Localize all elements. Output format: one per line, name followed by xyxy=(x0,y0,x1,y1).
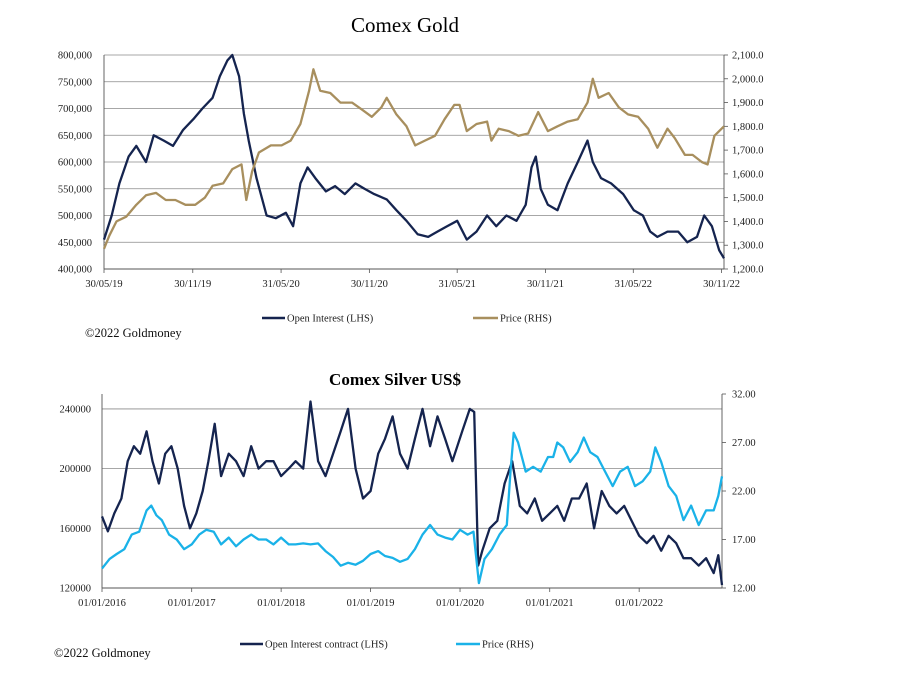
x-tick-label: 01/01/2019 xyxy=(347,598,395,609)
y-right-tick-label: 12.00 xyxy=(732,584,756,595)
x-tick-label: 30/05/19 xyxy=(85,279,122,290)
legend-label: Open Interest contract (LHS) xyxy=(265,640,388,651)
y-right-tick-label: 1,200.0 xyxy=(732,265,764,276)
y-right-tick-label: 32.00 xyxy=(732,390,756,401)
x-tick-label: 31/05/20 xyxy=(262,279,299,290)
series-line-open-interest xyxy=(100,400,724,586)
y-right-tick-label: 1,900.0 xyxy=(732,98,764,109)
x-tick-label: 30/11/20 xyxy=(351,279,388,290)
x-tick-label: 30/11/21 xyxy=(527,279,564,290)
x-tick-label: 01/01/2020 xyxy=(436,598,484,609)
y-left-tick-label: 750,000 xyxy=(58,77,92,88)
x-tick-label: 30/11/19 xyxy=(174,279,211,290)
y-right-tick-label: 2,100.0 xyxy=(732,51,764,62)
y-left-tick-label: 240000 xyxy=(60,404,92,415)
y-left-tick-label: 500,000 xyxy=(58,211,92,222)
x-tick-label: 01/01/2018 xyxy=(257,598,305,609)
y-right-tick-label: 1,400.0 xyxy=(732,217,764,228)
y-left-tick-label: 600,000 xyxy=(58,158,92,169)
copyright-bottom: ©2022 Goldmoney xyxy=(54,646,151,660)
y-right-tick-label: 27.00 xyxy=(732,438,756,449)
x-tick-label: 01/01/2017 xyxy=(168,598,216,609)
x-tick-label: 01/01/2021 xyxy=(526,598,574,609)
legend-label: Price (RHS) xyxy=(482,640,534,651)
x-tick-label: 01/01/2022 xyxy=(615,598,663,609)
y-right-tick-label: 1,800.0 xyxy=(732,122,764,133)
y-right-tick-label: 1,300.0 xyxy=(732,241,764,252)
legend-label: Price (RHS) xyxy=(500,314,552,325)
legend-label: Open Interest (LHS) xyxy=(287,314,374,325)
y-left-tick-label: 120000 xyxy=(60,584,92,595)
y-left-tick-label: 200000 xyxy=(60,464,92,475)
y-left-tick-label: 400,000 xyxy=(58,265,92,276)
y-left-tick-label: 700,000 xyxy=(58,104,92,115)
y-left-tick-label: 160000 xyxy=(60,524,92,535)
copyright-top: ©2022 Goldmoney xyxy=(85,326,182,340)
y-right-tick-label: 22.00 xyxy=(732,487,756,498)
x-tick-label: 31/05/22 xyxy=(615,279,652,290)
y-right-tick-label: 1,600.0 xyxy=(732,169,764,180)
series-line-price xyxy=(101,431,724,585)
x-tick-label: 01/01/2016 xyxy=(78,598,126,609)
series-line-price xyxy=(102,68,725,250)
y-right-tick-label: 2,000.0 xyxy=(732,74,764,85)
x-tick-label: 30/11/22 xyxy=(703,279,740,290)
x-tick-label: 31/05/21 xyxy=(439,279,476,290)
y-right-tick-label: 1,700.0 xyxy=(732,146,764,157)
y-left-tick-label: 450,000 xyxy=(58,238,92,249)
chart-title: Comex Gold xyxy=(351,13,459,37)
series-line-open-interest xyxy=(102,53,725,259)
y-left-tick-label: 800,000 xyxy=(58,51,92,62)
y-right-tick-label: 17.00 xyxy=(732,535,756,546)
y-left-tick-label: 650,000 xyxy=(58,131,92,142)
y-left-tick-label: 550,000 xyxy=(58,184,92,195)
y-right-tick-label: 1,500.0 xyxy=(732,193,764,204)
chart-title: Comex Silver US$ xyxy=(329,370,461,389)
